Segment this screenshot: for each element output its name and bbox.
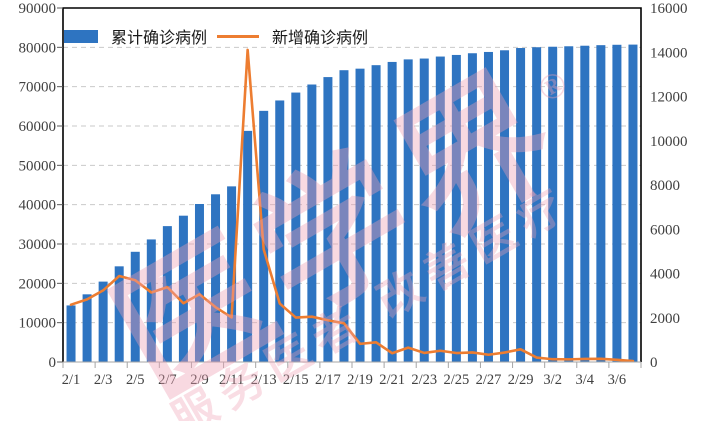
bar: [371, 65, 381, 363]
bar: [467, 53, 477, 363]
bar: [162, 226, 172, 362]
left-axis-label: 60000: [19, 119, 57, 135]
chart-legend: 累计确诊病例 新增确诊病例: [64, 24, 372, 48]
bar: [291, 92, 301, 363]
bar: [548, 46, 558, 362]
left-axis-label: 80000: [19, 40, 57, 56]
right-axis-label: 6000: [650, 222, 680, 238]
line-series: [69, 48, 635, 363]
bar: [403, 59, 413, 362]
left-axis-label: 70000: [19, 80, 57, 96]
legend-bar-swatch: [64, 29, 98, 43]
x-axis-label: 2/17: [315, 372, 341, 388]
left-axis-label: 10000: [19, 316, 57, 332]
x-axis-label: 2/15: [283, 372, 309, 388]
legend-line-swatch: [217, 34, 260, 38]
bar: [419, 58, 429, 362]
bar: [307, 84, 317, 362]
left-axis-label: 30000: [19, 237, 57, 253]
right-axis-label: 14000: [650, 45, 688, 61]
bar: [580, 45, 590, 362]
bar: [516, 48, 526, 362]
bar: [211, 194, 221, 362]
x-axis-label: 2/7: [158, 372, 177, 388]
bar: [243, 130, 253, 362]
left-axis-label: 50000: [19, 158, 57, 174]
bar: [178, 215, 188, 362]
bar: [355, 68, 365, 363]
bar: [435, 56, 445, 363]
left-axis-label: 0: [49, 355, 57, 371]
right-axis-label: 8000: [650, 178, 680, 194]
x-axis-label: 2/9: [190, 372, 209, 388]
right-axis-label: 2000: [650, 311, 680, 327]
x-axis-label: 2/23: [411, 372, 437, 388]
bar: [82, 294, 92, 362]
x-axis-label: 2/29: [508, 372, 534, 388]
bar: [596, 45, 606, 362]
bar: [146, 239, 156, 362]
bar: [564, 46, 574, 362]
legend-label-cumulative: 累计确诊病例: [111, 30, 208, 47]
x-axis-label: 3/6: [608, 372, 627, 388]
left-axis-label: 20000: [19, 276, 57, 292]
bar: [500, 50, 510, 363]
x-axis-label: 2/3: [94, 372, 113, 388]
x-axis-label: 2/19: [347, 372, 373, 388]
bar: [275, 100, 285, 363]
plot-border: [62, 7, 642, 362]
x-axis-label: 2/25: [443, 372, 469, 388]
bar: [194, 203, 204, 362]
x-axis-label: 2/21: [379, 372, 405, 388]
bar: [66, 305, 76, 362]
bar: [323, 77, 333, 362]
bar: [114, 266, 124, 362]
bar: [339, 70, 349, 363]
right-axis-label: 10000: [650, 134, 688, 150]
bar: [227, 186, 237, 362]
bar: [483, 51, 493, 363]
bar: [98, 281, 108, 362]
x-axis-label: 2/5: [126, 372, 145, 388]
bar: [628, 44, 638, 362]
x-axis-label: 2/11: [219, 372, 244, 388]
legend-label-new: 新增确诊病例: [272, 30, 369, 47]
x-axis-label: 2/1: [62, 372, 81, 388]
bar: [130, 251, 140, 362]
bar: [612, 44, 622, 362]
bar: [387, 61, 397, 362]
bar: [532, 47, 542, 362]
x-axis-label: 3/2: [543, 372, 562, 388]
right-axis-label: 12000: [650, 90, 688, 106]
x-axis-label: 2/27: [476, 372, 502, 388]
x-axis-label: 2/13: [251, 372, 277, 388]
left-axis-label: 90000: [19, 1, 57, 17]
bar: [451, 54, 461, 362]
right-axis-label: 4000: [650, 267, 680, 283]
left-axis-label: 40000: [19, 198, 57, 214]
x-axis-label: 3/4: [576, 372, 595, 388]
right-axis-label: 16000: [650, 1, 688, 17]
right-axis-label: 0: [650, 355, 658, 371]
